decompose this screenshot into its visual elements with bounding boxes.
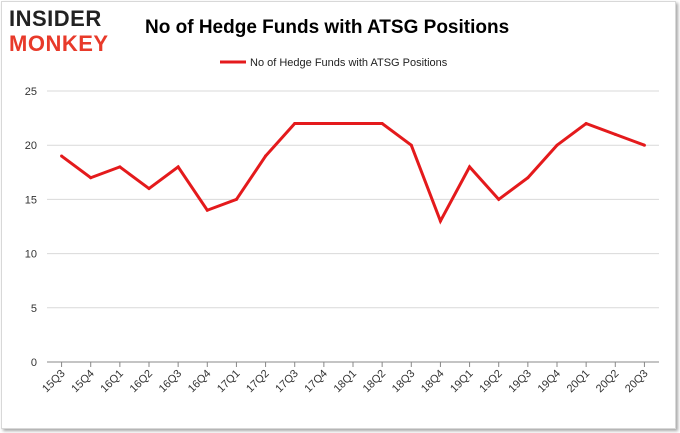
- x-tick-label: 16Q2: [128, 368, 156, 396]
- x-tick-label: 19Q4: [536, 368, 564, 396]
- data-point: [642, 143, 646, 147]
- x-tick-label: 20Q2: [594, 368, 622, 396]
- data-point: [264, 154, 268, 158]
- data-point: [380, 122, 384, 126]
- x-tick-label: 17Q4: [302, 368, 330, 396]
- insider-monkey-logo: INSIDER MONKEY: [9, 6, 127, 56]
- data-point: [438, 219, 442, 223]
- data-point: [293, 122, 297, 126]
- x-tick-label: 18Q4: [419, 368, 447, 396]
- legend: No of Hedge Funds with ATSG Positions: [220, 57, 448, 69]
- data-point: [613, 132, 617, 136]
- data-point: [234, 197, 238, 201]
- data-point: [205, 208, 209, 212]
- data-point: [322, 122, 326, 126]
- x-tick-label: 17Q2: [244, 368, 272, 396]
- data-point: [555, 143, 559, 147]
- data-point: [89, 176, 93, 180]
- x-tick-label: 15Q4: [69, 368, 97, 396]
- data-point: [497, 197, 501, 201]
- x-tick-label: 20Q3: [623, 368, 651, 396]
- data-point: [468, 165, 472, 169]
- x-tick-label: 17Q3: [273, 368, 301, 396]
- data-point: [60, 154, 64, 158]
- x-tick-label: 19Q2: [477, 368, 505, 396]
- y-tick-label: 25: [25, 86, 37, 98]
- x-axis-ticks: 15Q3 15Q4 16Q1 16Q2 16Q3 16Q4 17Q1 17Q2 17Q3 17Q4…: [40, 362, 651, 396]
- y-tick-label: 20: [25, 140, 37, 152]
- data-point: [176, 165, 180, 169]
- data-point: [584, 122, 588, 126]
- x-tick-label: 19Q3: [506, 368, 534, 396]
- data-point: [351, 122, 355, 126]
- legend-label: No of Hedge Funds with ATSG Positions: [250, 57, 448, 69]
- series-group: [60, 121, 646, 225]
- data-point: [147, 187, 151, 191]
- x-tick-label: 16Q4: [186, 368, 214, 396]
- y-axis-ticks: 0 5 10 15 20 25: [25, 86, 37, 369]
- data-point: [526, 176, 530, 180]
- x-tick-label: 16Q1: [98, 368, 126, 396]
- series-line: [60, 121, 645, 225]
- x-tick-label: 18Q1: [332, 368, 360, 396]
- logo-line-1: INSIDER: [9, 6, 102, 31]
- data-point: [409, 143, 413, 147]
- data-point: [118, 165, 122, 169]
- chart-title: No of Hedge Funds with ATSG Positions: [145, 17, 510, 38]
- y-tick-label: 0: [31, 357, 37, 369]
- x-tick-label: 15Q3: [40, 368, 68, 396]
- x-tick-label: 16Q3: [157, 368, 185, 396]
- x-tick-label: 20Q1: [565, 368, 593, 396]
- x-tick-label: 18Q2: [361, 368, 389, 396]
- logo-line-2: MONKEY: [9, 31, 109, 56]
- x-tick-label: 18Q3: [390, 368, 418, 396]
- x-tick-label: 19Q1: [448, 368, 476, 396]
- y-tick-label: 10: [25, 249, 37, 261]
- x-tick-label: 17Q1: [215, 368, 243, 396]
- y-tick-label: 5: [31, 303, 37, 315]
- y-tick-label: 15: [25, 194, 37, 206]
